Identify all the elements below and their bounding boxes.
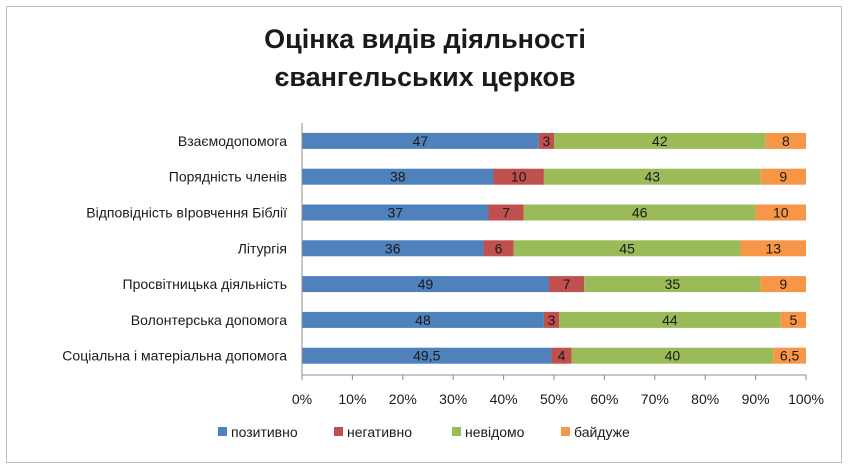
- category-label: Соціальна і матеріальна допомога: [62, 348, 287, 364]
- data-label: 9: [779, 276, 787, 292]
- data-label: 3: [543, 133, 551, 149]
- legend-swatch-невідомо: [452, 427, 461, 436]
- data-label: 10: [511, 169, 527, 185]
- data-label: 42: [652, 133, 668, 149]
- bar-segment-байдуже: [760, 276, 806, 293]
- x-tick-label: 50%: [540, 391, 568, 407]
- data-label: 44: [662, 312, 678, 328]
- bar-segment-байдуже: [780, 311, 806, 328]
- category-label: Відповідність вІровчення Біблії: [86, 205, 287, 221]
- category-labels: Взаємодопомога Порядність членів Відповідн…: [62, 133, 287, 364]
- bar-segment-позитивно: [302, 132, 539, 149]
- bar-segment-байдуже: [740, 240, 806, 257]
- data-label: 47: [413, 133, 429, 149]
- bar-segment-позитивно: [302, 347, 552, 364]
- legend-swatch-байдуже: [561, 427, 570, 436]
- bar-segment-негативно: [538, 132, 554, 149]
- data-label: 7: [502, 205, 510, 221]
- data-label: 6,5: [780, 348, 800, 364]
- bar-segment-позитивно: [302, 204, 489, 221]
- legend-swatch-негативно: [334, 427, 343, 436]
- x-tick-label: 30%: [439, 391, 467, 407]
- data-label: 35: [665, 276, 681, 292]
- data-label: 7: [563, 276, 571, 292]
- legend-label: позитивно: [231, 424, 298, 440]
- bar-segment-негативно: [551, 347, 572, 364]
- legend-swatch-позитивно: [218, 427, 227, 436]
- category-label: Літургія: [238, 240, 287, 256]
- category-label: Волонтерська допомога: [131, 312, 287, 328]
- data-label: 49,5: [413, 348, 440, 364]
- data-label: 6: [495, 240, 503, 256]
- data-label: 13: [765, 240, 781, 256]
- bar-segment-невідомо: [584, 276, 761, 293]
- bar-segment-негативно: [493, 168, 544, 185]
- data-label: 36: [385, 240, 401, 256]
- data-label: 46: [632, 205, 648, 221]
- bar-segment-позитивно: [302, 240, 484, 257]
- x-tick-label: 40%: [490, 391, 518, 407]
- x-axis: 0% 10% 20% 30% 40% 50% 60% 70% 80% 90% 100%: [292, 123, 824, 407]
- bar-segment-невідомо: [543, 168, 761, 185]
- legend: позитивно негативно невідомо байдуже: [218, 424, 630, 440]
- x-tick-label: 80%: [691, 391, 719, 407]
- bar-segment-невідомо: [513, 240, 741, 257]
- x-tick-label: 90%: [742, 391, 770, 407]
- bar-segment-невідомо: [559, 311, 781, 328]
- data-label: 48: [415, 312, 431, 328]
- bar-segment-негативно: [483, 240, 514, 257]
- bar-segment-байдуже: [765, 132, 806, 149]
- bar-segment-негативно: [488, 204, 524, 221]
- x-tick-label: 100%: [788, 391, 824, 407]
- category-label: Порядність членів: [169, 169, 287, 185]
- data-label: 37: [387, 205, 403, 221]
- chart-frame: [6, 6, 842, 463]
- legend-label: невідомо: [465, 424, 525, 440]
- legend-label: байдуже: [574, 424, 630, 440]
- data-label: 4: [558, 348, 566, 364]
- bar-segment-негативно: [543, 311, 560, 328]
- bar-segment-невідомо: [571, 347, 774, 364]
- bar-segment-позитивно: [302, 276, 549, 293]
- x-tick-label: 10%: [338, 391, 366, 407]
- category-label: Взаємодопомога: [178, 133, 287, 149]
- data-label: 8: [782, 133, 790, 149]
- data-label: 49: [418, 276, 434, 292]
- legend-label: негативно: [347, 424, 412, 440]
- data-label: 5: [790, 312, 798, 328]
- data-label: 40: [665, 348, 681, 364]
- bars-group: 47 3 42 8 38 10 43 9 37 7 46 10 36 6 45 13 49 7 35 9 48 3 44 5 4…: [302, 132, 806, 364]
- data-label: 10: [773, 205, 789, 221]
- bar-segment-байдуже: [773, 347, 806, 364]
- data-label: 43: [644, 169, 660, 185]
- chart-title: Оцінка видів діяльності євангельських це…: [0, 20, 850, 96]
- bar-segment-байдуже: [755, 204, 806, 221]
- x-tick-label: 20%: [389, 391, 417, 407]
- bar-segment-невідомо: [554, 132, 766, 149]
- bar-segment-невідомо: [523, 204, 756, 221]
- x-tick-label: 0%: [292, 391, 312, 407]
- chart-title-line-1: Оцінка видів діяльності: [264, 24, 586, 54]
- data-label: 9: [779, 169, 787, 185]
- x-tick-label: 70%: [641, 391, 669, 407]
- data-label: 3: [548, 312, 556, 328]
- category-label: Просвітницька діяльність: [123, 276, 287, 292]
- bar-segment-негативно: [548, 276, 585, 293]
- x-tick-label: 60%: [590, 391, 618, 407]
- chart-title-line-2: євангельських церков: [274, 62, 576, 92]
- bar-segment-позитивно: [302, 311, 544, 328]
- data-label: 45: [619, 240, 635, 256]
- data-label: 38: [390, 169, 406, 185]
- bar-segment-позитивно: [302, 168, 494, 185]
- bar-segment-байдуже: [760, 168, 806, 185]
